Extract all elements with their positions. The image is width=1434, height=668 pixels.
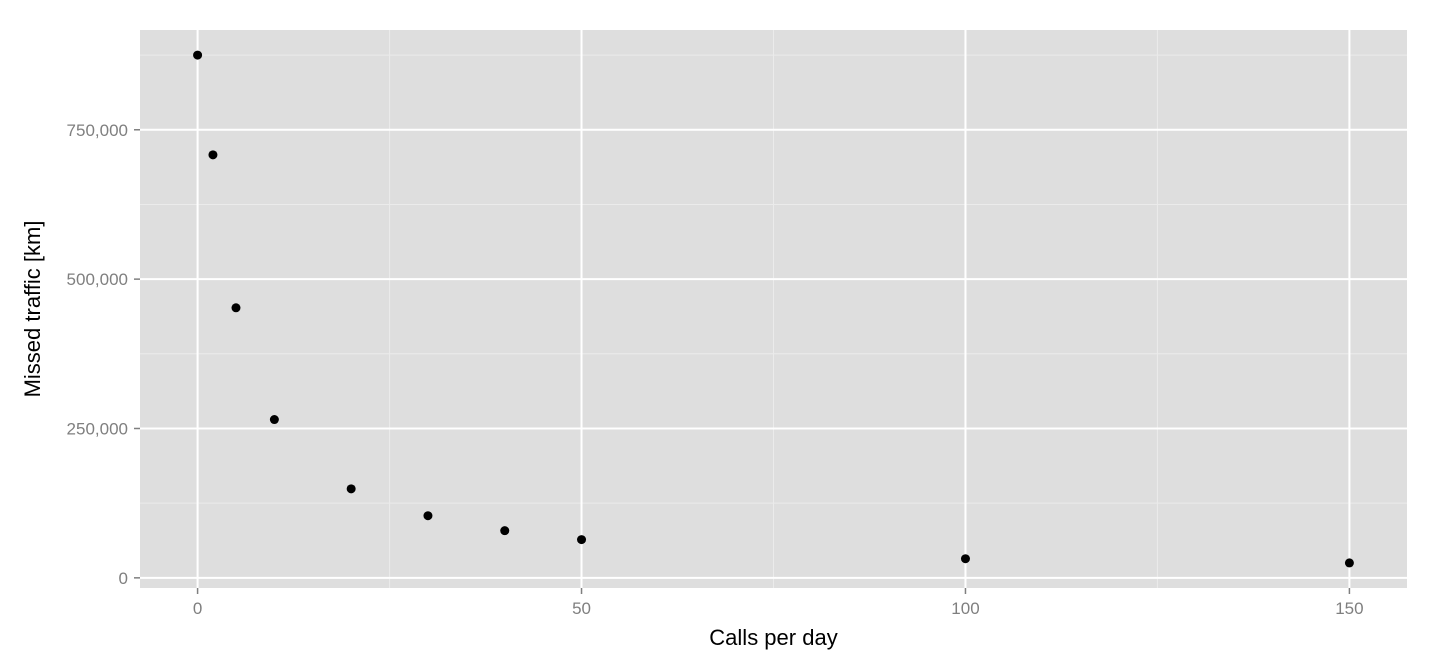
x-axis-title: Calls per day bbox=[709, 625, 837, 650]
data-points bbox=[193, 50, 1354, 568]
x-tick-label: 150 bbox=[1335, 599, 1363, 618]
data-point bbox=[269, 415, 279, 425]
y-tick-label: 250,000 bbox=[67, 419, 128, 438]
major-gridlines bbox=[140, 30, 1407, 588]
data-point bbox=[500, 526, 510, 536]
minor-gridlines bbox=[140, 30, 1407, 588]
x-tick-label: 50 bbox=[572, 599, 591, 618]
data-point bbox=[1344, 558, 1354, 568]
data-point bbox=[193, 50, 203, 60]
x-axis: 0 50 100 150 bbox=[193, 588, 1364, 618]
data-point bbox=[577, 535, 587, 545]
data-point bbox=[960, 554, 970, 564]
data-point bbox=[346, 484, 356, 494]
data-point bbox=[208, 150, 218, 160]
y-axis-title: Missed traffic [km] bbox=[20, 221, 45, 398]
data-point bbox=[231, 303, 241, 313]
x-tick-label: 100 bbox=[951, 599, 979, 618]
y-axis: 0 250,000 500,000 750,000 bbox=[67, 121, 140, 588]
data-point bbox=[423, 511, 433, 521]
y-tick-label: 500,000 bbox=[67, 270, 128, 289]
y-tick-label: 0 bbox=[119, 569, 128, 588]
x-tick-label: 0 bbox=[193, 599, 202, 618]
y-tick-label: 750,000 bbox=[67, 121, 128, 140]
